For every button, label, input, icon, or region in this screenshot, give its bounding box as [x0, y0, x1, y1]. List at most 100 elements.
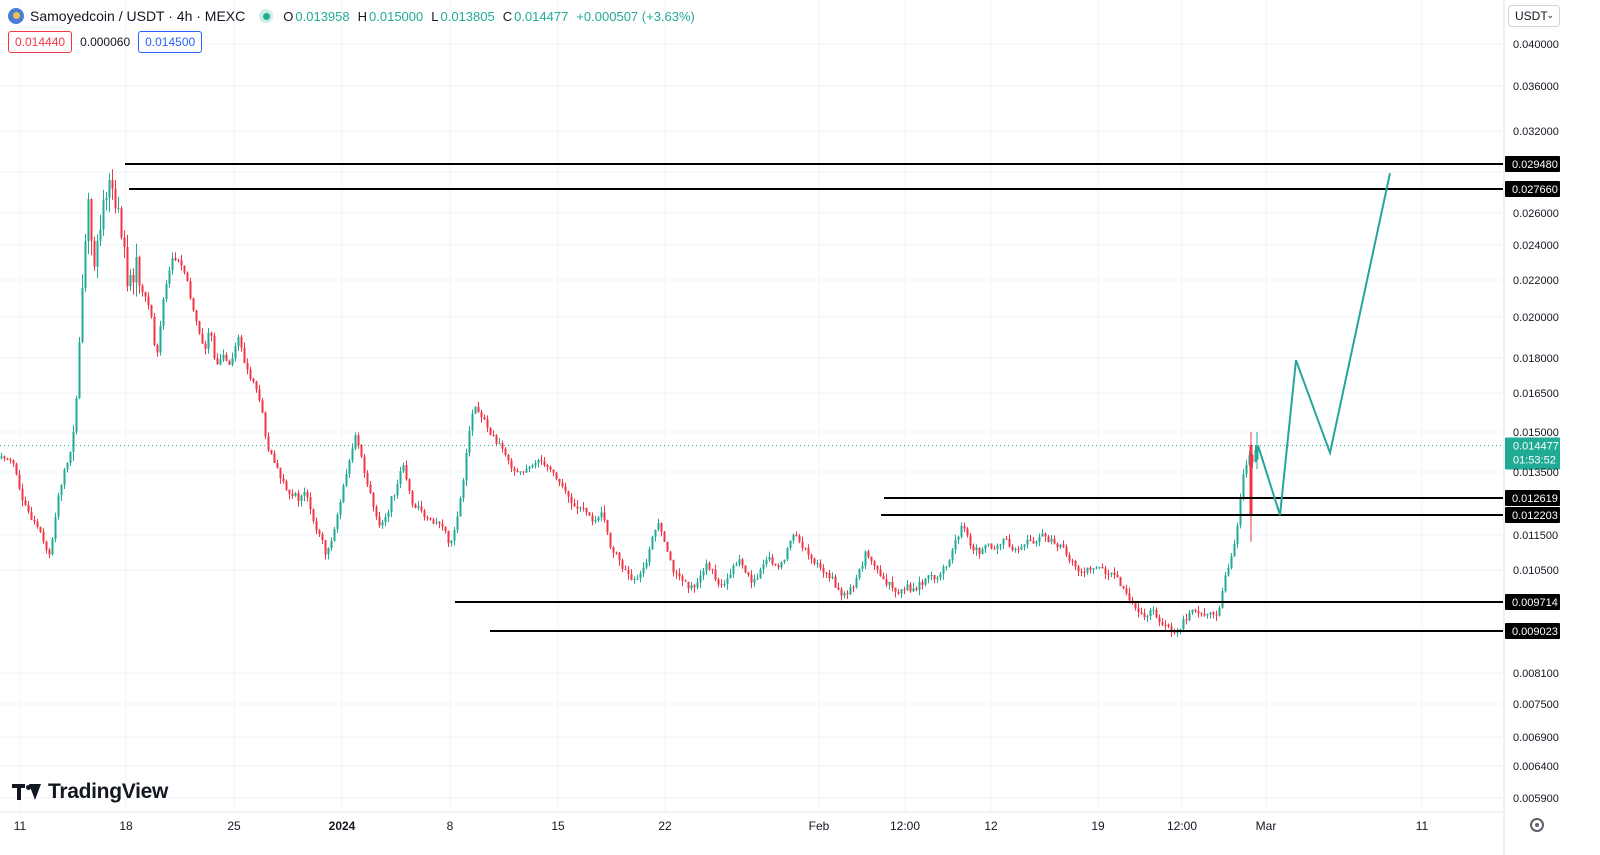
candle-body: [1053, 538, 1056, 544]
candle-body: [594, 520, 597, 522]
candle-body: [207, 332, 210, 349]
candle-body: [1143, 613, 1146, 617]
candle-body: [1149, 610, 1152, 617]
candle-body: [1161, 622, 1164, 625]
candle-body: [918, 581, 921, 591]
candle-body: [894, 587, 897, 592]
candle-body: [1059, 544, 1062, 548]
candle-body: [591, 515, 594, 522]
candle-body: [402, 465, 405, 472]
candle-body: [51, 538, 54, 555]
candle-body: [483, 417, 486, 420]
level-price-label: 0.009023: [1512, 626, 1558, 638]
symbol-title[interactable]: Samoyedcoin / USDT · 4h · MEXC: [30, 8, 246, 24]
candle-body: [915, 588, 918, 591]
candle-body: [621, 560, 624, 569]
candle-body: [153, 316, 156, 346]
candle-body: [117, 208, 120, 210]
candle-body: [627, 569, 630, 575]
candle-body: [513, 468, 516, 471]
candle-body: [1218, 607, 1221, 616]
level-price-label: 0.012203: [1512, 510, 1558, 522]
close-value: 0.014477: [514, 8, 569, 24]
candle-body: [807, 548, 810, 555]
candle-body: [1083, 571, 1086, 573]
candle-body: [759, 569, 762, 579]
candle-body: [609, 532, 612, 548]
x-tick-label: 11: [14, 819, 27, 833]
y-tick-label: 0.013500: [1513, 467, 1559, 479]
candle-body: [393, 495, 396, 497]
candle-body: [573, 503, 576, 507]
candle-body: [27, 504, 30, 512]
candle-body: [972, 545, 975, 551]
candle-body: [1113, 572, 1116, 575]
candle-body: [795, 534, 798, 536]
candle-body: [1104, 568, 1107, 574]
candle-body: [507, 454, 510, 461]
candle-body: [651, 536, 654, 550]
candle-body: [654, 529, 657, 537]
candle-body: [474, 406, 477, 414]
candle-body: [1185, 619, 1188, 621]
candle-body: [354, 435, 357, 449]
candle-body: [528, 467, 531, 469]
candle-body: [123, 237, 126, 248]
candle-body: [33, 519, 36, 522]
candle-body: [597, 517, 600, 521]
candle-body: [843, 593, 846, 596]
candle-body: [360, 445, 363, 457]
tradingview-logo[interactable]: TradingView: [12, 780, 168, 804]
candle-body: [1038, 536, 1041, 542]
candle-body: [30, 511, 33, 520]
candle-body: [906, 584, 909, 591]
candle-body: [255, 381, 258, 390]
candle-body: [3, 456, 6, 459]
candle-body: [324, 540, 327, 555]
candle-body: [1164, 624, 1167, 626]
candle-body: [546, 465, 549, 467]
candle-body: [1026, 539, 1029, 545]
candle-body: [162, 299, 165, 326]
candle-body: [468, 430, 471, 453]
candle-body: [48, 549, 51, 555]
candle-body: [363, 456, 366, 473]
candle-body: [321, 534, 324, 541]
candle-body: [996, 545, 999, 550]
level-price-tag: [1505, 490, 1560, 506]
candle-body: [516, 470, 519, 472]
candle-body: [657, 522, 660, 530]
candle-body: [729, 574, 732, 579]
candle-body: [1062, 544, 1065, 547]
candle-body: [1249, 444, 1253, 516]
candle-body: [723, 583, 726, 585]
candle-body: [1152, 609, 1155, 611]
candle-body: [810, 554, 813, 559]
candle-body: [1047, 536, 1050, 543]
candle-body: [1101, 566, 1104, 569]
candle-body: [201, 333, 204, 344]
currency-selector[interactable]: USDT ⌄: [1508, 5, 1560, 27]
candle-body: [309, 497, 312, 510]
candle-body: [192, 298, 195, 311]
settings-icon[interactable]: [1530, 818, 1544, 832]
change-value: +0.000507 (+3.63%): [576, 8, 695, 24]
candle-body: [633, 578, 636, 580]
x-tick-label: 8: [447, 819, 454, 833]
buy-button[interactable]: 0.014500: [138, 31, 203, 53]
candle-body: [258, 389, 261, 401]
candle-body: [747, 572, 750, 575]
y-tick-label: 0.007500: [1513, 699, 1559, 711]
candle-body: [1203, 613, 1206, 616]
sell-button[interactable]: 0.014440: [8, 31, 73, 53]
candle-body: [0, 456, 3, 459]
candle-body: [606, 519, 609, 533]
candle-body: [456, 516, 459, 531]
candle-body: [396, 484, 399, 496]
candle-body: [336, 514, 339, 530]
candle-body: [261, 400, 264, 413]
candle-body: [963, 526, 966, 529]
candle-body: [411, 490, 414, 505]
